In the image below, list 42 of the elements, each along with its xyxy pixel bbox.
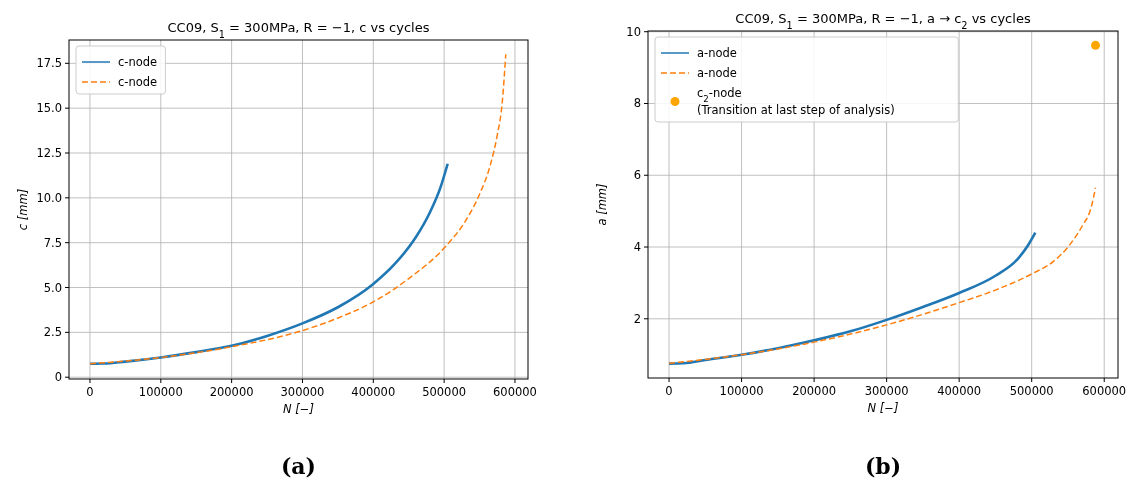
x-tick-label: 500000 [422, 385, 467, 399]
line-series [668, 187, 1097, 365]
chart-title: CC09, S$_{1}$ = 300MPa, R = −1, a → c$_{2}$ vs cycles [735, 11, 1031, 31]
legend-label: c-node [118, 75, 158, 89]
y-tick-label: 8 [633, 96, 641, 111]
y-tick-label: 7.5 [43, 235, 62, 250]
y-axis-title: a [mm] [595, 183, 609, 226]
x-tick-label: 600000 [493, 385, 537, 399]
y-tick-label: 6 [633, 168, 641, 183]
x-tick-label: 0 [665, 384, 673, 398]
text: (b) [864, 453, 902, 479]
x-tick-label: 300000 [280, 385, 325, 399]
x-axis-title: N [−] [867, 401, 899, 415]
x-tick-label: 200000 [792, 384, 837, 398]
x-tick-label: 200000 [209, 385, 254, 399]
y-tick-label: 5.0 [43, 280, 62, 295]
y-axis-title: c [mm] [16, 188, 30, 231]
x-tick-label: 600000 [1082, 384, 1127, 398]
y-tick-label: 10 [626, 24, 641, 39]
y-tick-label: 17.5 [36, 56, 62, 71]
y-tick-label: 12.5 [36, 146, 62, 160]
x-tick-label: 100000 [138, 385, 183, 399]
x-tick-label: 100000 [719, 384, 764, 398]
legend-label: c$_{2}$-node (Transition at last step of analysis) [697, 86, 895, 117]
y-tick-label: 15.0 [36, 101, 62, 116]
line-series [89, 53, 507, 365]
x-tick-label: 300000 [864, 384, 909, 398]
legend-label: a-node [697, 66, 737, 80]
legend-label: a-node [697, 46, 737, 60]
chart-title: CC09, S$_{1}$ = 300MPa, R = −1, c vs cycles [167, 20, 430, 40]
text: (a) [280, 453, 317, 479]
y-tick-label: 2 [633, 311, 641, 326]
y-tick-label: 4 [633, 240, 641, 255]
x-tick-label: 500000 [1009, 384, 1054, 398]
y-tick-label: 2.5 [43, 325, 62, 340]
legend-label: c-node [118, 55, 158, 69]
y-tick-label: 10.0 [36, 190, 62, 205]
x-axis-title: N [−] [283, 402, 314, 416]
y-tick-label: 0 [54, 370, 62, 385]
x-tick-label: 400000 [351, 385, 396, 399]
x-tick-label: 400000 [937, 384, 982, 398]
x-tick-label: 0 [86, 385, 94, 399]
